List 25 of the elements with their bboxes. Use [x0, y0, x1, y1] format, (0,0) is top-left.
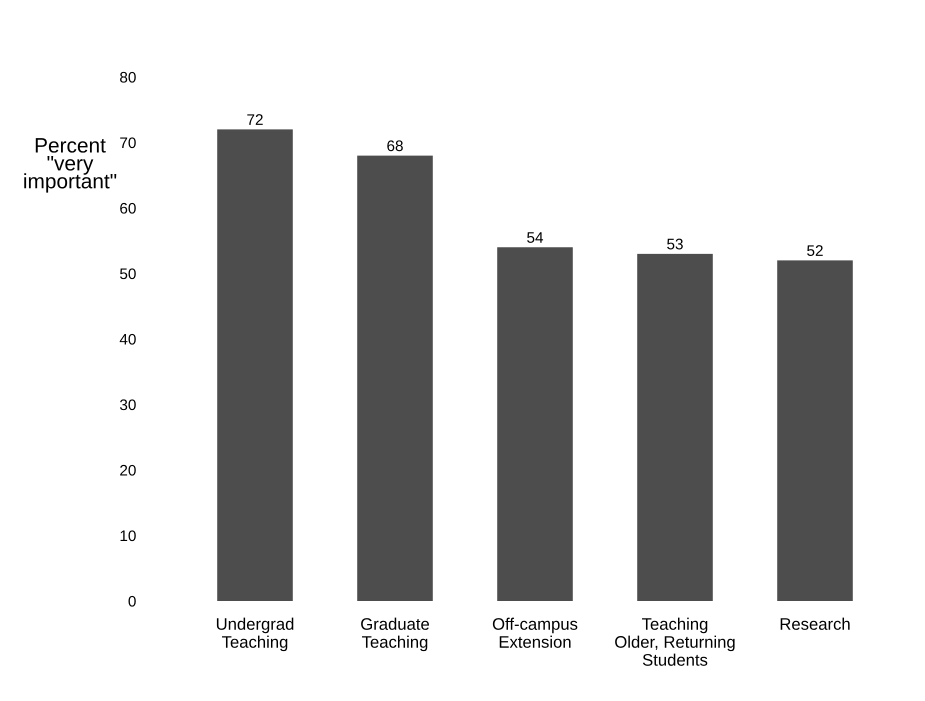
- y-tick-label: 20: [120, 464, 136, 476]
- y-tick-label: 60: [120, 202, 136, 214]
- x-tick-label: Graduate Teaching: [361, 618, 430, 652]
- x-tick-label: Undergrad Teaching: [216, 618, 294, 652]
- y-tick-label: 10: [120, 530, 136, 542]
- data-label: 72: [247, 114, 263, 125]
- bar: [217, 129, 293, 601]
- data-label: 68: [387, 140, 403, 152]
- data-label: 53: [667, 238, 683, 250]
- bar: [357, 156, 433, 601]
- x-tick-label: Research: [780, 618, 850, 630]
- x-tick-label: Off-campus Extension: [492, 618, 578, 648]
- y-tick-label: 70: [120, 137, 136, 148]
- bar: [497, 247, 573, 601]
- y-axis-title: Percent "very important": [24, 138, 116, 193]
- y-tick-label: 40: [120, 334, 136, 345]
- bar: [637, 254, 713, 601]
- y-tick-label: 0: [128, 596, 136, 607]
- x-tick-label: Teaching Older, Returning Students: [615, 618, 735, 666]
- y-tick-label: 30: [120, 399, 136, 410]
- data-label: 52: [807, 245, 823, 256]
- y-tick-label: 80: [120, 72, 136, 83]
- data-label: 54: [527, 232, 544, 243]
- bar: [777, 260, 853, 601]
- y-tick-label: 50: [120, 268, 136, 280]
